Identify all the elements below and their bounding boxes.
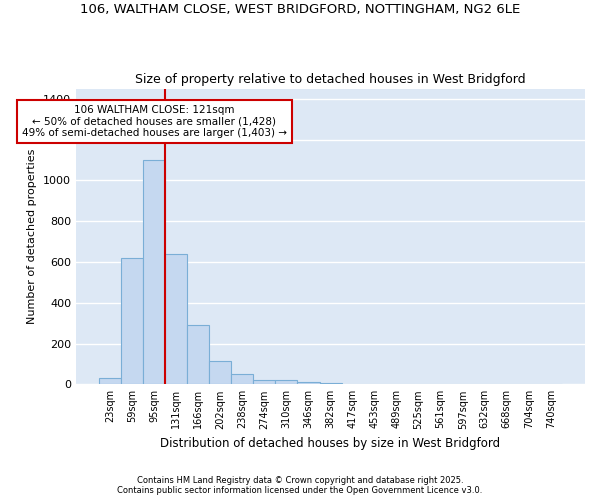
Bar [298,382,320,384]
Text: Contains HM Land Registry data © Crown copyright and database right 2025.
Contai: Contains HM Land Registry data © Crown c… [118,476,482,495]
Bar [187,325,209,384]
Bar [209,361,232,384]
Bar [275,380,298,384]
Text: 106, WALTHAM CLOSE, WEST BRIDGFORD, NOTTINGHAM, NG2 6LE: 106, WALTHAM CLOSE, WEST BRIDGFORD, NOTT… [80,2,520,16]
Text: 106 WALTHAM CLOSE: 121sqm
← 50% of detached houses are smaller (1,428)
49% of se: 106 WALTHAM CLOSE: 121sqm ← 50% of detac… [22,105,287,138]
Title: Size of property relative to detached houses in West Bridgford: Size of property relative to detached ho… [135,73,526,86]
Bar [143,160,165,384]
Bar [99,378,121,384]
Bar [232,374,253,384]
Y-axis label: Number of detached properties: Number of detached properties [28,148,37,324]
X-axis label: Distribution of detached houses by size in West Bridgford: Distribution of detached houses by size … [160,437,500,450]
Bar [253,380,275,384]
Bar [165,254,187,384]
Bar [121,258,143,384]
